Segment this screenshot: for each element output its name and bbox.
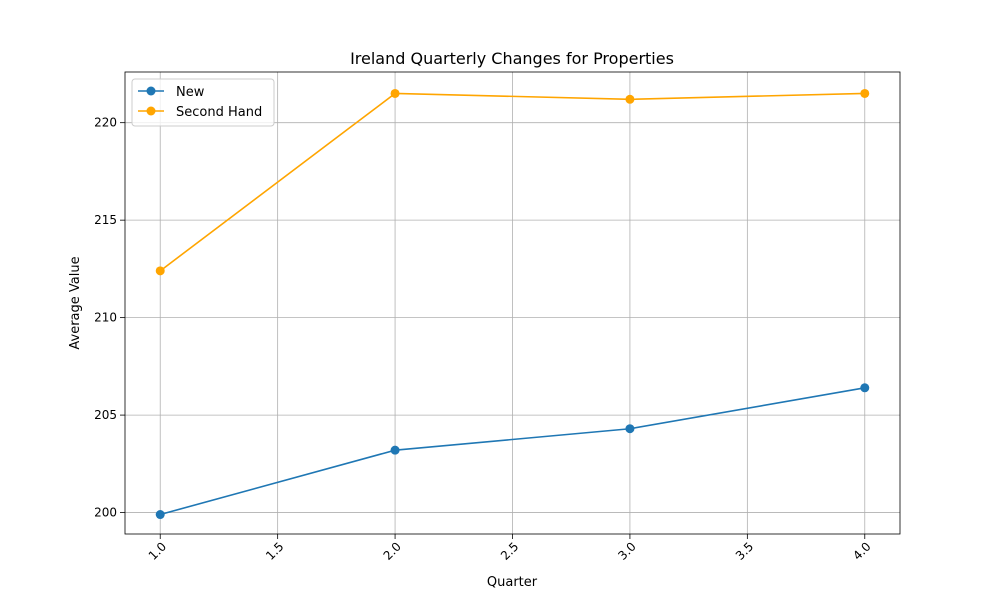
series-line-second-hand: [159, 92, 865, 272]
series-line-new: [160, 387, 865, 516]
legend-box: [131, 78, 275, 127]
series-layer: [155, 88, 870, 520]
y-tick-label: 200: [94, 506, 117, 520]
data-point-second-hand: [625, 94, 635, 104]
y-tick-label: 215: [94, 213, 117, 227]
legend-label-new: New: [176, 85, 205, 100]
x-tick-label: 1.5: [263, 539, 286, 562]
data-point-new: [390, 445, 400, 455]
data-point-new: [155, 510, 165, 520]
data-point-second-hand: [155, 266, 165, 276]
x-tick-label: 4.0: [850, 539, 873, 562]
y-tick-label: 210: [94, 311, 117, 325]
data-point-second-hand: [860, 88, 870, 98]
y-axis: 200 205 210 215 220: [94, 116, 125, 520]
y-tick-label: 205: [94, 408, 117, 422]
y-axis-label: Average Value: [68, 256, 83, 349]
x-tick-label: 2.5: [498, 539, 521, 562]
data-point-second-hand: [390, 88, 400, 98]
y-tick-label: 220: [94, 116, 117, 130]
legend-swatch-marker-new: [146, 86, 156, 96]
x-tick-label: 3.0: [615, 539, 638, 562]
x-tick-label: 3.5: [733, 539, 756, 562]
data-point-new: [860, 383, 870, 393]
x-tick-label: 2.0: [381, 539, 404, 562]
legend-label-second-hand: Second Hand: [176, 105, 262, 120]
data-point-new: [625, 424, 635, 434]
x-axis: 1.0 1.5 2.0 2.5 3.0 3.5 4.0: [146, 534, 874, 563]
legend-swatch-marker-second-hand: [146, 106, 156, 116]
legend: New Second Hand: [131, 78, 275, 127]
grid: [125, 72, 900, 534]
x-tick-label: 1.0: [146, 539, 169, 562]
chart-title: Ireland Quarterly Changes for Properties: [350, 49, 674, 68]
x-axis-label: Quarter: [487, 575, 538, 590]
